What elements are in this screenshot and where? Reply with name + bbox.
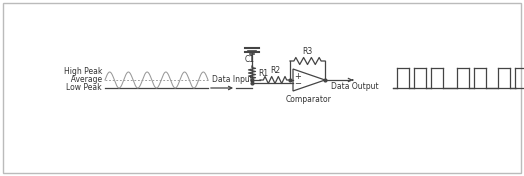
- Text: −: −: [294, 79, 301, 88]
- Text: R3: R3: [302, 47, 313, 56]
- Text: R1: R1: [258, 68, 268, 77]
- Text: High Peak: High Peak: [63, 68, 102, 77]
- Text: R2: R2: [270, 66, 280, 75]
- Text: Average: Average: [66, 76, 102, 84]
- Text: Data Output: Data Output: [331, 82, 379, 91]
- Text: Comparator: Comparator: [286, 95, 332, 104]
- Text: +: +: [294, 72, 301, 81]
- Text: Data Input: Data Input: [212, 75, 253, 84]
- Text: C1: C1: [245, 55, 255, 64]
- FancyBboxPatch shape: [3, 3, 521, 173]
- Text: Low Peak: Low Peak: [67, 83, 102, 93]
